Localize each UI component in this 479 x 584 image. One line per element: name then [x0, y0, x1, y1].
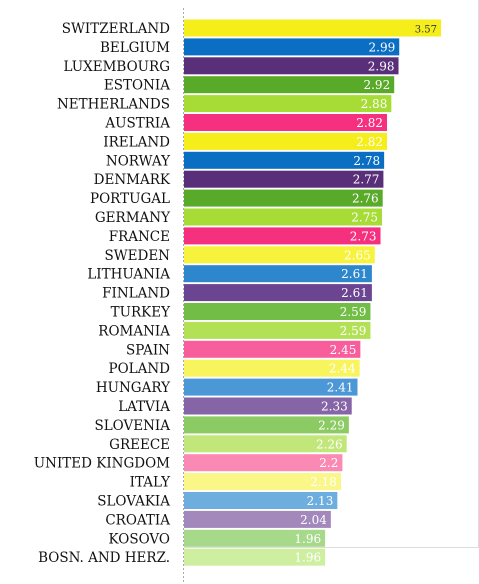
value-label: 2.77 — [353, 173, 380, 187]
bar — [184, 227, 381, 245]
bar — [184, 378, 358, 396]
category-label: ITALY — [130, 475, 171, 491]
value-label: 2.29 — [318, 418, 345, 432]
category-label: FRANCE — [109, 229, 170, 245]
value-label: 2.99 — [369, 40, 396, 54]
category-label: GERMANY — [95, 210, 171, 226]
bar — [184, 303, 371, 320]
bar — [184, 359, 360, 377]
category-label: IRELAND — [103, 134, 170, 150]
value-label: 2.98 — [368, 59, 395, 73]
value-label: 2.26 — [316, 437, 343, 451]
value-label: 2.88 — [361, 97, 388, 111]
value-label: 2.92 — [363, 78, 390, 92]
bar — [184, 170, 384, 188]
value-label: 2.73 — [350, 229, 377, 243]
value-label: 2.82 — [356, 135, 383, 149]
value-label: 2.41 — [327, 381, 354, 395]
bar — [184, 435, 347, 453]
bar — [184, 265, 372, 283]
category-label: POLAND — [108, 361, 170, 377]
bar — [184, 510, 331, 528]
value-label: 1.96 — [294, 532, 321, 546]
value-label: 2.33 — [321, 400, 348, 414]
bar — [184, 416, 349, 434]
value-label: 2.76 — [352, 192, 379, 206]
bar — [184, 95, 392, 113]
category-label: LATVIA — [118, 399, 170, 415]
category-label: SWITZERLAND — [62, 21, 170, 37]
category-label: BOSN. AND HERZ. — [38, 550, 170, 566]
bar — [184, 246, 375, 264]
category-label: UNITED KINGDOM — [34, 456, 170, 472]
bar — [184, 57, 399, 75]
value-label: 3.57 — [415, 25, 437, 36]
value-label: 2.45 — [330, 343, 357, 357]
value-label: 2.59 — [340, 324, 367, 338]
bar — [184, 284, 372, 302]
category-label: SWEDEN — [105, 248, 171, 264]
category-label: ESTONIA — [104, 78, 170, 94]
category-label: LITHUANIA — [87, 267, 170, 283]
category-label: GREECE — [109, 437, 170, 453]
category-label: HUNGARY — [96, 380, 171, 396]
value-label: 2.82 — [356, 116, 383, 130]
value-label: 2.04 — [300, 513, 327, 527]
value-label: 2.61 — [341, 286, 368, 300]
value-label: 2.65 — [344, 248, 371, 262]
value-label: 2.13 — [307, 494, 334, 508]
bar — [184, 473, 341, 491]
value-label: 1.96 — [294, 551, 321, 565]
category-label: KOSOVO — [109, 531, 170, 547]
category-label: DENMARK — [94, 172, 171, 188]
category-label: SLOVENIA — [94, 418, 170, 434]
bar — [184, 454, 343, 472]
bar — [184, 76, 395, 94]
value-label: 2.18 — [310, 475, 337, 489]
bar — [184, 340, 361, 358]
category-label: BELGIUM — [100, 40, 170, 56]
category-label: PORTUGAL — [90, 191, 170, 207]
category-label: AUSTRIA — [104, 116, 170, 132]
category-label: NORWAY — [106, 153, 171, 169]
value-label: 2.75 — [351, 211, 378, 225]
value-label: 2.61 — [341, 267, 368, 281]
bar — [184, 397, 352, 415]
category-label: NETHERLANDS — [57, 97, 170, 113]
bar — [184, 529, 326, 547]
value-label: 2.44 — [329, 362, 356, 376]
category-label: CROATIA — [105, 512, 170, 528]
category-label: FINLAND — [102, 286, 170, 302]
bar — [184, 548, 326, 566]
bar — [184, 151, 385, 169]
category-label: SPAIN — [126, 342, 170, 358]
category-label: SLOVAKIA — [97, 494, 170, 510]
value-label: 2.78 — [353, 154, 380, 168]
category-label: TURKEY — [111, 305, 171, 321]
category-label: LUXEMBOURG — [64, 59, 170, 75]
bar — [184, 38, 400, 56]
bar — [184, 321, 371, 339]
bar — [184, 114, 388, 131]
value-label: 2.2 — [319, 456, 338, 470]
value-label: 2.59 — [340, 305, 367, 319]
bar — [184, 132, 388, 150]
bar — [184, 19, 441, 37]
bar — [184, 492, 338, 509]
bar — [184, 189, 383, 207]
category-label: ROMANIA — [98, 323, 170, 339]
bar — [184, 208, 382, 226]
